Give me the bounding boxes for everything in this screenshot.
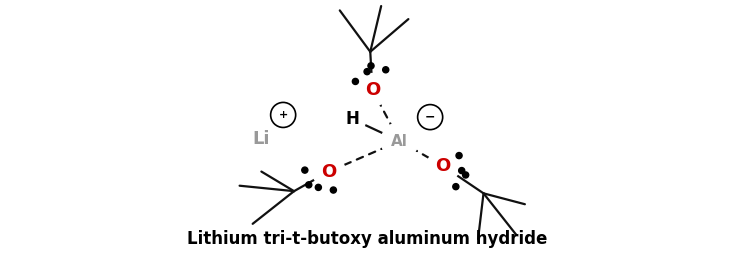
Circle shape — [352, 78, 358, 84]
Text: −: − — [425, 111, 435, 124]
Text: Lithium tri-t-butoxy aluminum hydride: Lithium tri-t-butoxy aluminum hydride — [187, 230, 547, 248]
Circle shape — [364, 69, 370, 75]
Circle shape — [330, 187, 336, 193]
Text: Li: Li — [252, 130, 270, 148]
Circle shape — [356, 73, 389, 106]
Text: O: O — [365, 81, 380, 99]
Circle shape — [382, 67, 389, 73]
Circle shape — [462, 172, 469, 178]
Circle shape — [271, 102, 296, 127]
Circle shape — [427, 150, 459, 183]
Text: O: O — [435, 157, 451, 175]
Circle shape — [316, 184, 321, 190]
Circle shape — [381, 123, 418, 159]
Text: H: H — [346, 110, 360, 128]
Text: Al: Al — [391, 134, 408, 148]
Circle shape — [459, 167, 465, 174]
Circle shape — [456, 153, 462, 159]
Circle shape — [418, 105, 443, 130]
Circle shape — [313, 155, 345, 188]
Circle shape — [302, 167, 308, 173]
Text: O: O — [321, 163, 336, 180]
Text: +: + — [278, 110, 288, 120]
Circle shape — [306, 182, 312, 188]
Circle shape — [453, 184, 459, 190]
Circle shape — [340, 106, 366, 132]
Circle shape — [368, 63, 374, 69]
